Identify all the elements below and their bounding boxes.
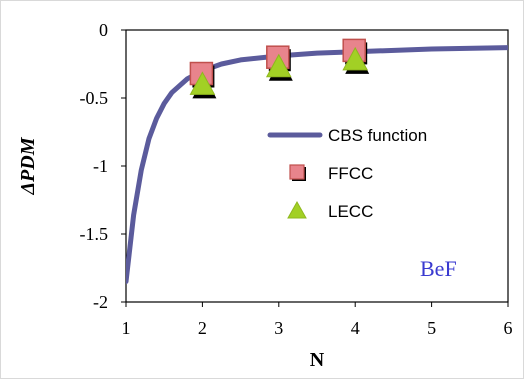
lecc-marker	[189, 71, 216, 95]
x-tick-label: 2	[198, 318, 207, 338]
lecc-marker	[342, 46, 369, 71]
y-tick-labels: 0 -0.5 -1 -1.5 -2	[80, 20, 126, 312]
legend-label: FFCC	[328, 164, 373, 183]
markers-layer	[189, 38, 370, 99]
x-axis-title: N	[310, 349, 325, 371]
legend-swatch-triangle	[287, 200, 307, 219]
x-tick-label: 4	[351, 318, 360, 338]
x-tick-label: 1	[122, 318, 131, 338]
y-tick-label: -0.5	[80, 88, 109, 108]
compound-annotation: BeF	[420, 256, 457, 281]
legend: CBS function FFCC LECC	[267, 126, 427, 221]
legend-label: LECC	[328, 202, 373, 221]
x-tick-labels: 1 2 3 4 5 6	[122, 302, 513, 338]
y-tick-label: -1	[93, 156, 108, 176]
x-tick-label: 3	[274, 318, 283, 338]
y-axis-title: ΔPDM	[17, 136, 39, 195]
lecc-marker	[265, 53, 292, 78]
legend-swatch-square	[289, 164, 305, 180]
y-tick-label: -1.5	[80, 224, 109, 244]
x-tick-label: 6	[504, 318, 513, 338]
x-tick-label: 5	[427, 318, 436, 338]
series-layer	[126, 45, 508, 285]
series-line-cbs-function	[126, 45, 508, 285]
legend-label: CBS function	[328, 126, 427, 145]
y-tick-label: 0	[99, 20, 108, 40]
y-tick-label: -2	[93, 292, 108, 312]
